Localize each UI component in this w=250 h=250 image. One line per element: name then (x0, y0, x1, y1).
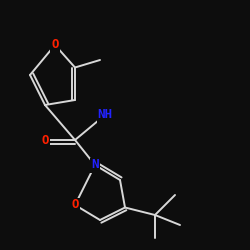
Text: N: N (91, 158, 99, 172)
Text: O: O (51, 38, 59, 52)
Text: O: O (71, 198, 79, 211)
Text: NH: NH (98, 108, 112, 122)
Text: O: O (41, 134, 49, 146)
